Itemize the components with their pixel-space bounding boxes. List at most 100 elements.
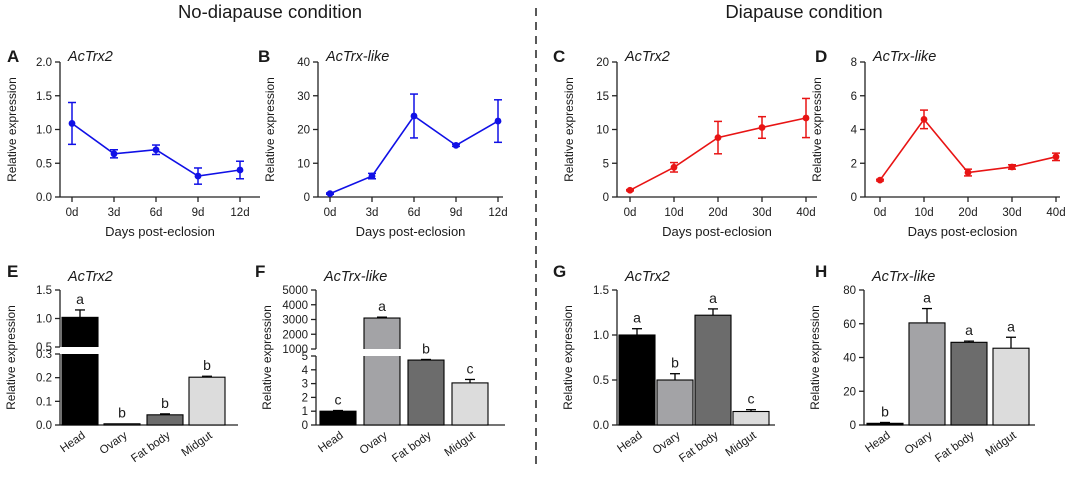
y-tick-label-E: 0.1 [36,396,52,408]
axis-break-gap-F [363,349,401,356]
panel-H: H AcTrx-like Relative expression 0 20 40 60 80 b… [808,262,1035,465]
y-tick-label-E: 1.5 [36,285,52,297]
y-axis-label-F: Relative expression [260,305,274,410]
data-point-B-4 [494,117,502,125]
significance-letter-E-1: b [118,404,126,420]
x-tick-label-G: Midgut [724,429,760,459]
y-tick-label-E: 0.3 [36,349,52,361]
y-tick-label-A: 0.0 [36,192,52,204]
y-tick-label-C: 10 [596,125,609,137]
x-tick-label-G: Ovary [651,429,683,457]
data-point-A-4 [236,166,244,174]
x-tick-label-B: 6d [408,207,421,219]
data-point-D-3 [1008,163,1016,171]
x-tick-label-F: Fat body [390,429,434,465]
significance-letter-H-2: a [965,322,973,338]
significance-letter-G-2: a [709,290,717,306]
bar-G-midgut [732,410,770,426]
x-tick-label-F: Ovary [358,429,390,457]
data-point-D-1 [920,115,928,123]
x-tick-label-G: Head [615,430,644,456]
panel-C: C AcTrx2 0 5 10 15 20 0d 10d 20d 30d 40d Days post-e… [553,47,817,239]
y-tick-label-F: 3000 [282,315,308,327]
data-point-A-0 [68,120,76,127]
x-axis-title-D: Days post-eclosion [908,224,1018,239]
x-tick-label-E: Head [58,430,87,456]
significance-letter-F-0: c [335,392,342,408]
data-point-C-0 [626,186,634,194]
y-tick-label-F: 1000 [282,344,308,356]
significance-letter-H-3: a [1007,318,1015,334]
panel-D: D AcTrx-like 0 2 4 6 8 0d 10d 20d 30d 40d Days post-… [810,47,1066,239]
panel-G: G AcTrx2 Relative expression 0.0 0.5 1.0 1.5 a H… [553,262,775,465]
x-tick-label-E: Ovary [98,429,130,457]
y-tick-label-A: 2.0 [36,57,52,69]
significance-letter-G-1: b [671,355,679,371]
y-tick-label-D: 6 [851,91,857,103]
x-axis-title-C: Days post-eclosion [662,224,772,239]
y-tick-label-H: 80 [843,285,856,297]
significance-letter-E-0: a [76,291,84,307]
data-point-A-3 [194,172,202,180]
y-axis-label-A: Relative expression [5,77,19,182]
y-tick-label-B: 40 [297,57,310,69]
y-tick-label-A: 1.5 [36,91,52,103]
y-tick-label-F: 2000 [282,329,308,341]
y-tick-label-B: 10 [297,158,310,170]
gene-title-H: AcTrx-like [871,269,935,285]
diapause-heading: Diapause condition [725,1,882,22]
no-diapause-heading: No-diapause condition [178,1,362,22]
x-tick-label-E: Midgut [180,429,216,459]
panel-label-H: H [815,262,827,281]
data-point-B-3 [452,141,460,149]
y-tick-label-A: 0.5 [36,158,52,170]
x-tick-label-E: Fat body [129,429,173,465]
y-tick-label-H: 0 [850,420,856,432]
bar-H-head [866,422,904,426]
significance-letter-G-3: c [748,391,755,407]
panel-A: A AcTrx2 0.0 0.5 1.0 1.5 2.0 0d 3d 6d 9d 12d Days po… [5,47,260,239]
significance-letter-F-1: a [378,298,386,314]
x-tick-label-C: 10d [664,207,683,219]
y-tick-label-B: 0 [304,192,310,204]
y-tick-label-D: 8 [851,57,857,69]
y-tick-label-F: 0 [302,420,308,432]
x-tick-label-H: Fat body [933,429,977,465]
x-tick-label-F: Midgut [443,429,479,459]
x-tick-label-B: 12d [488,207,507,219]
significance-letter-H-0: b [881,403,889,419]
gene-title-F: AcTrx-like [323,269,387,285]
x-tick-label-G: Fat body [677,429,721,465]
y-tick-label-B: 20 [297,125,310,137]
panel-E: E AcTrx2 Relative expression 0.0 0.1 0.2 0.30.… [4,262,238,465]
gene-title-D: AcTrx-like [872,49,936,65]
x-tick-label-H: Ovary [903,429,935,457]
y-tick-label-B: 30 [297,91,310,103]
data-point-B-0 [326,190,334,198]
data-point-C-4 [802,114,810,122]
panel-label-F: F [255,262,265,281]
panel-label-C: C [553,47,565,66]
bar-G-ovary [656,379,694,426]
y-tick-label-H: 20 [843,386,856,398]
y-tick-label-C: 5 [603,158,609,170]
y-tick-label-H: 40 [843,353,856,365]
y-tick-label-C: 15 [596,91,609,103]
data-point-A-1 [110,150,118,158]
x-tick-label-C: 40d [796,207,815,219]
bar-F-head [319,410,357,426]
axis-break-gap-F [407,349,445,356]
significance-letter-E-3: b [203,357,211,373]
y-tick-label-D: 0 [851,192,857,204]
x-tick-label-B: 9d [450,207,463,219]
y-tick-label-F: 1 [302,406,308,418]
x-axis-title-A: Days post-eclosion [105,224,215,239]
y-tick-label-F: 5 [302,351,308,363]
significance-letter-E-2: b [161,395,169,411]
panel-label-G: G [553,262,566,281]
panel-label-E: E [7,262,18,281]
x-tick-label-H: Midgut [984,429,1020,459]
y-axis-label-B: Relative expression [263,77,277,182]
bar-H-ovary [908,322,946,426]
